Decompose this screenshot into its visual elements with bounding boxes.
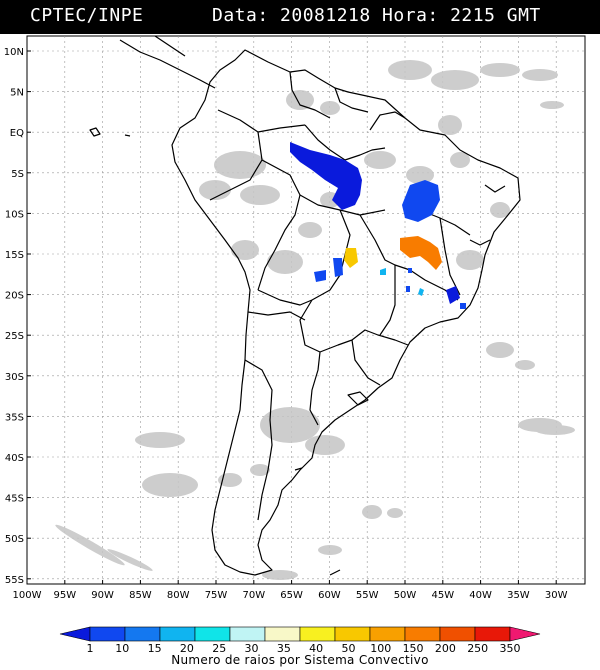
legend-tick-label: 50 [341,642,355,655]
convective-systems [290,142,466,309]
legend-tick-label: 15 [148,642,162,655]
longitude-label: 100W [13,590,42,601]
legend-swatch [159,626,196,642]
longitude-label: 40W [469,590,492,601]
storm-cell [290,142,362,210]
longitude-label: 55W [356,590,379,601]
longitude-label: 75W [205,590,228,601]
storm-cell [406,286,410,292]
legend-swatch [194,626,231,642]
longitude-label: 80W [167,590,190,601]
legend-tick-label: 200 [435,642,456,655]
storm-cell [400,236,442,270]
latitude-label: 25S [5,331,24,342]
latitude-label: 5S [11,169,24,180]
legend-tick-label: 25 [212,642,226,655]
longitude-label: 50W [394,590,417,601]
latitude-label: 35S [5,412,24,423]
latitude-label: 55S [5,575,24,586]
legend-swatch [124,626,161,642]
storm-cell [333,258,343,277]
longitude-label: 65W [280,590,303,601]
legend-tick-label: 10 [115,642,129,655]
legend-swatch [299,626,336,642]
legend-swatch [509,626,541,642]
legend-tick-label: 150 [403,642,424,655]
legend-tick-label: 1 [87,642,94,655]
storm-cell [344,248,358,268]
longitude-label: 60W [318,590,341,601]
coastlines-and-borders [89,35,521,576]
latitude-label: 45S [5,494,24,505]
storm-cell [418,288,424,296]
legend-tick-label: 350 [500,642,521,655]
latitude-label: 10N [4,47,24,58]
longitude-label: 70W [242,590,265,601]
legend-tick-label: 100 [370,642,391,655]
longitude-label: 35W [507,590,530,601]
latitude-label: 40S [5,453,24,464]
cloud-cover [55,60,575,580]
storm-cell [402,180,440,222]
latitude-label: 30S [5,372,24,383]
legend-tick-label: 35 [277,642,291,655]
header-bar: CPTEC/INPE Data: 20081218 Hora: 2215 GMT [0,0,600,34]
latitude-label: 20S [5,291,24,302]
legend-swatch [474,626,511,642]
latitude-label: 5N [10,88,24,99]
latitude-labels: 10N 5N EQ 5S 10S 15S 20S 25S 30S 35S 40S 45S 50S 55S [4,47,24,586]
legend-tick-label: 250 [467,642,488,655]
longitude-label: 95W [53,590,76,601]
storm-cell [314,270,326,282]
legend-swatch [264,626,301,642]
legend-swatch [89,626,126,642]
legend-tick-label: 30 [245,642,259,655]
legend-swatch [404,626,441,642]
legend-caption: Numero de raios por Sistema Convectivo [171,653,429,667]
legend-tick-label: 20 [180,642,194,655]
legend-swatch [369,626,406,642]
graticule [26,36,585,584]
longitude-label: 30W [545,590,568,601]
legend-swatch [334,626,371,642]
longitude-label: 90W [91,590,114,601]
latitude-label: 50S [5,534,24,545]
longitude-labels: 100W 95W 90W 85W 80W 75W 70W 65W 60W 55W 50W 45W 40W… [13,590,568,601]
legend-swatch [229,626,266,642]
latitude-label: 10S [5,209,24,220]
south-america-outline [171,49,521,576]
legend-swatch [59,626,91,642]
legend-swatch [439,626,476,642]
source-label: CPTEC/INPE [30,5,144,26]
storm-cell [408,268,412,273]
storm-cell [446,286,460,304]
latitude-label: 15S [5,250,24,261]
latitude-label: EQ [10,128,24,139]
storm-cell [460,303,466,309]
longitude-label: 45W [431,590,454,601]
legend-tick-label: 40 [309,642,323,655]
color-legend: 1 10 15 20 25 30 35 40 50 100 150 200 250 350 [59,626,541,655]
longitude-label: 85W [129,590,152,601]
storm-cell [380,268,386,275]
datetime-label: Data: 20081218 Hora: 2215 GMT [212,5,541,26]
